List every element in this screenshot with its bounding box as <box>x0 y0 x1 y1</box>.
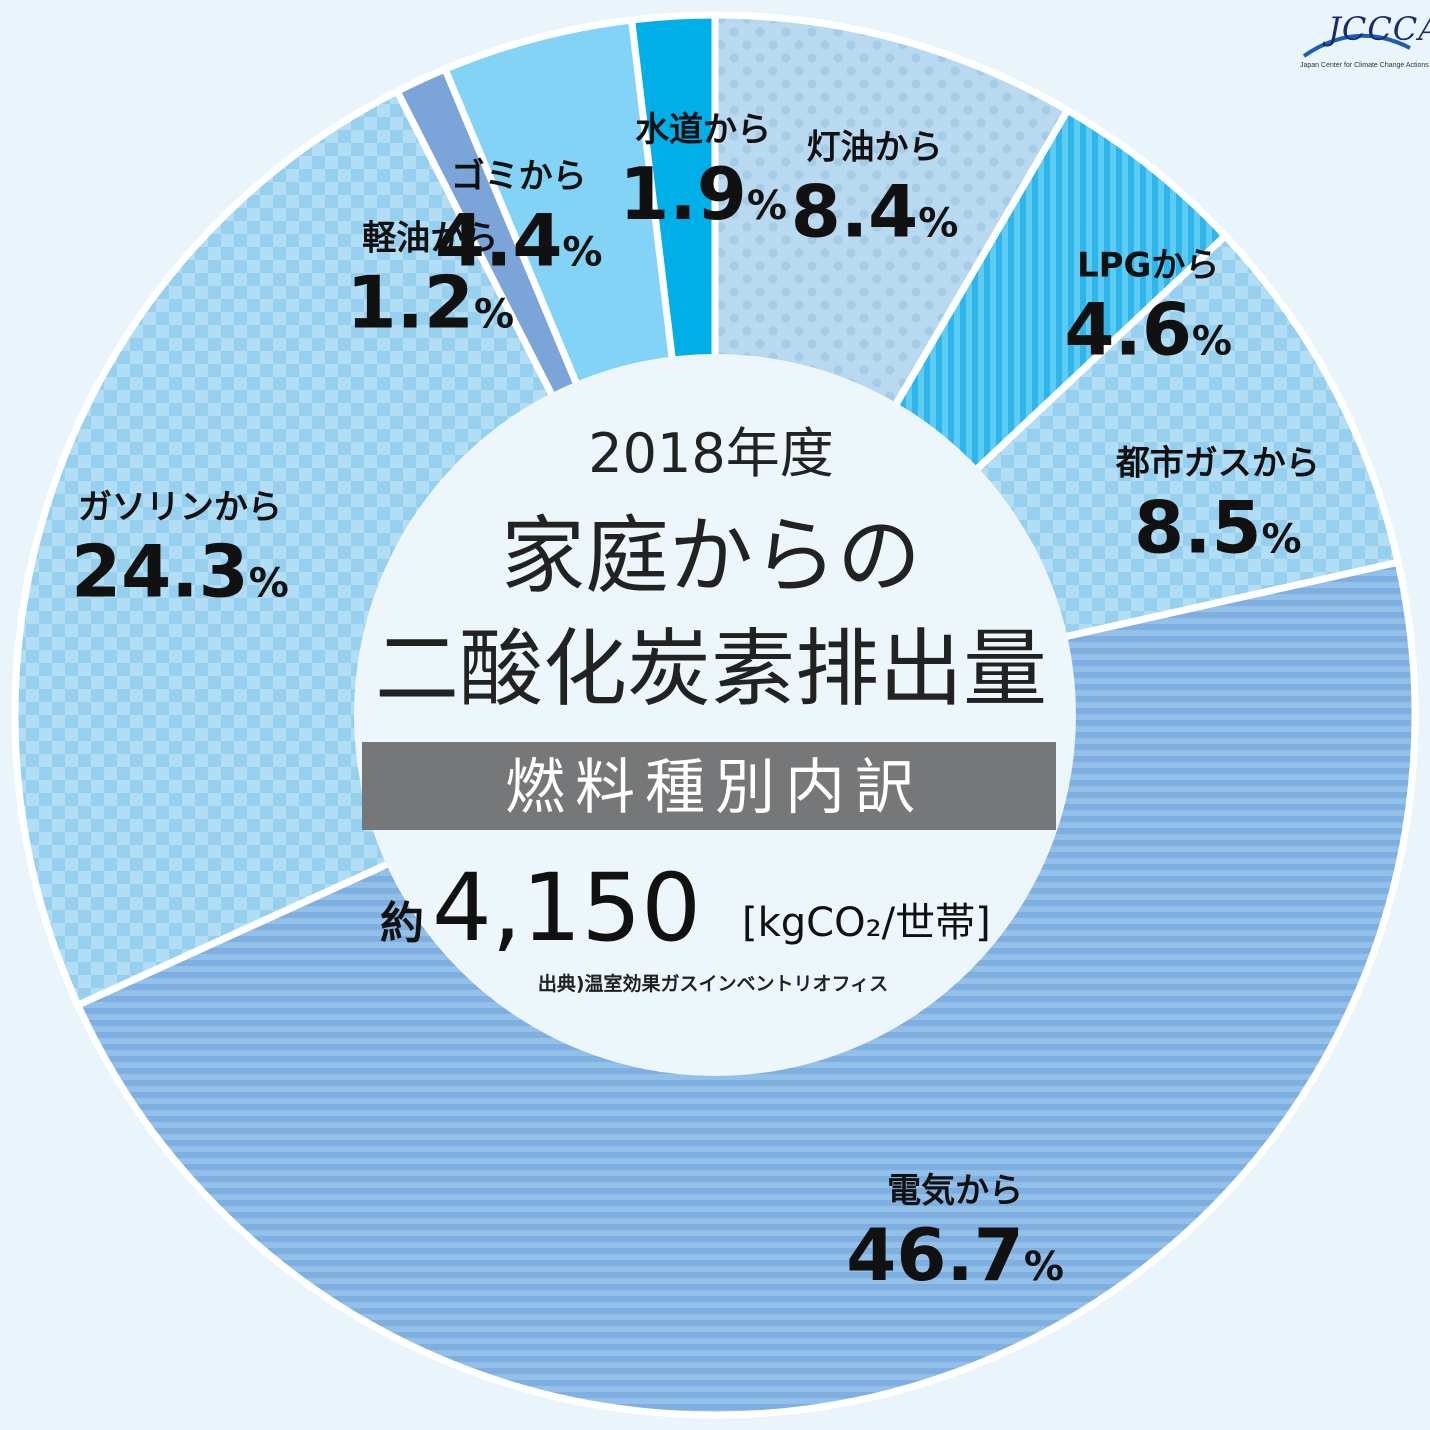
total-unit: [kgCO₂/世帯] <box>742 900 991 946</box>
title-line-2: 二酸化炭素排出量 <box>375 620 1047 718</box>
total-prefix: 約 <box>380 898 424 949</box>
year-label: 2018年度 <box>588 422 833 485</box>
slice-value-label: 1.2% <box>346 260 514 344</box>
slice-label: 灯油から <box>807 128 943 168</box>
logo-wordmark: JCCCA <box>1328 10 1430 48</box>
title-line-1: 家庭からの <box>501 507 921 605</box>
slice-value-label: 4.4% <box>435 199 603 283</box>
donut-hole <box>354 354 1076 1076</box>
slice-value-label: 4.6% <box>1064 287 1232 371</box>
slice-value-label: 24.3% <box>71 530 289 614</box>
slice-label: 軽油から <box>362 218 498 258</box>
slice-label: LPGから <box>1077 245 1220 285</box>
slice-label: 都市ガスから <box>1115 444 1320 484</box>
breakdown-band <box>362 742 1056 830</box>
logo-subtitle: Japan Center for Climate Change Actions <box>1300 62 1429 69</box>
slice-value-label: 8.5% <box>1134 486 1302 570</box>
slice-label: ゴミから <box>451 157 587 197</box>
total-value: 4,150 <box>432 854 701 963</box>
slice-value-label: 8.4% <box>791 170 959 254</box>
slice-value-label: 1.9% <box>619 152 787 236</box>
slice-label: 電気から <box>887 1171 1023 1211</box>
slice-value-label: 46.7% <box>846 1213 1064 1297</box>
jccca-logo: JCCCA Japan Center for Climate Change Ac… <box>1300 8 1430 98</box>
source-note: 出典)温室効果ガスインベントリオフィス <box>538 972 888 995</box>
logo-arc-icon <box>1302 33 1411 58</box>
slice-label: 水道から <box>635 110 771 150</box>
breakdown-band-label: 燃料種別内訳 <box>505 753 925 823</box>
slice-label: ガソリンから <box>78 488 282 528</box>
